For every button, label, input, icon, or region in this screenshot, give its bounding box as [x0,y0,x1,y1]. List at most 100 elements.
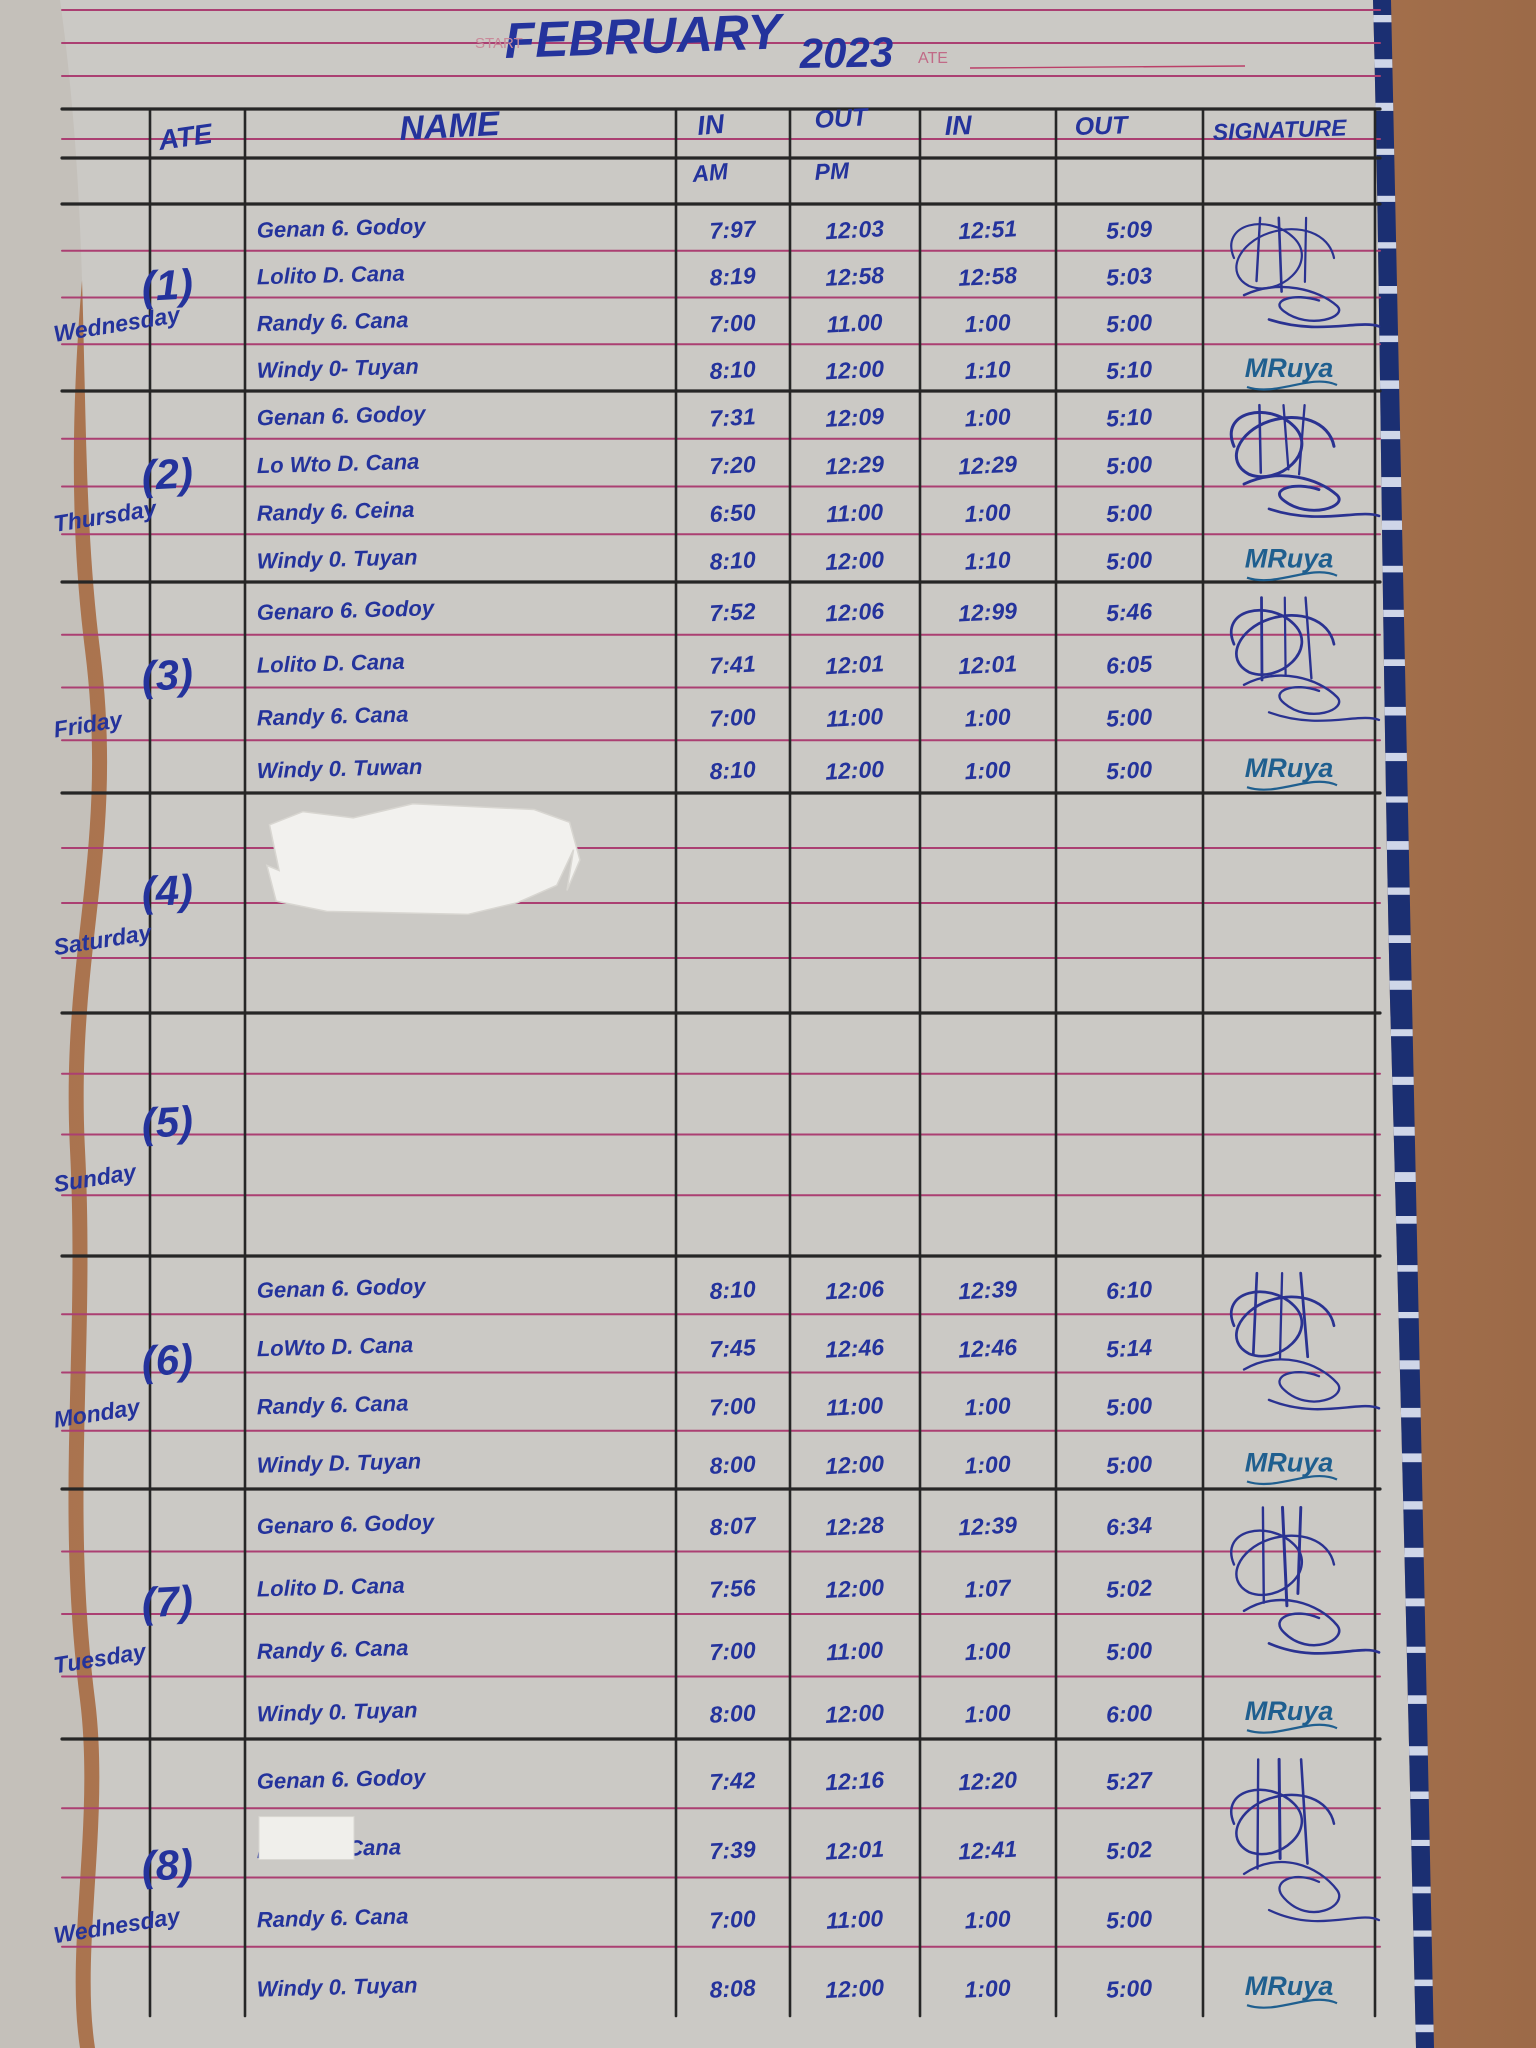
svg-text:7:45: 7:45 [709,1334,758,1362]
svg-text:1:00: 1:00 [964,1699,1012,1727]
svg-text:MRuya: MRuya [1245,544,1334,574]
svg-text:5:00: 5:00 [1105,309,1153,337]
svg-text:5:46: 5:46 [1105,598,1153,626]
svg-text:6:00: 6:00 [1105,1699,1153,1727]
svg-text:7:20: 7:20 [709,451,757,479]
svg-text:5:00: 5:00 [1105,451,1153,479]
svg-text:5:02: 5:02 [1105,1836,1153,1864]
svg-text:FEBRUARY: FEBRUARY [503,3,786,69]
svg-text:12:29: 12:29 [958,451,1018,480]
svg-text:12:00: 12:00 [825,756,885,785]
svg-text:7:00: 7:00 [709,1392,757,1420]
svg-text:5:00: 5:00 [1105,1451,1153,1479]
svg-text:Lolito D. Cana: Lolito D. Cana [256,649,404,678]
svg-text:12:03: 12:03 [825,215,885,244]
svg-text:8:00: 8:00 [709,1451,757,1479]
svg-text:Genan 6. Godoy: Genan 6. Godoy [256,1764,427,1793]
svg-text:NAME: NAME [398,105,501,148]
svg-text:Windy 0. Tuyan: Windy 0. Tuyan [256,544,417,573]
svg-text:5:00: 5:00 [1105,499,1153,527]
svg-text:5:02: 5:02 [1105,1574,1153,1602]
svg-text:START: START [475,35,523,52]
svg-text:Windy 0. Tuyan: Windy 0. Tuyan [256,1972,417,2001]
svg-text:8:00: 8:00 [709,1699,757,1727]
svg-text:7:97: 7:97 [709,215,758,243]
svg-text:PM: PM [814,157,851,185]
svg-text:(7): (7) [140,1577,194,1627]
svg-text:5:10: 5:10 [1105,403,1153,431]
svg-text:Genaro 6. Godoy: Genaro 6. Godoy [256,1509,436,1539]
svg-text:12:41: 12:41 [958,1836,1018,1865]
svg-text:12:00: 12:00 [825,1974,885,2003]
svg-text:12:51: 12:51 [958,215,1018,244]
svg-text:1:10: 1:10 [964,356,1012,384]
svg-text:ATE: ATE [918,50,948,67]
svg-text:OUT: OUT [814,103,871,134]
svg-text:8:10: 8:10 [709,756,757,784]
svg-text:Windy 0. Tuwan: Windy 0. Tuwan [256,754,422,783]
svg-text:6:34: 6:34 [1105,1512,1153,1540]
svg-text:7:00: 7:00 [709,703,757,731]
svg-text:1:00: 1:00 [964,1637,1012,1665]
svg-text:6:05: 6:05 [1105,650,1154,678]
svg-text:1:10: 1:10 [964,546,1012,574]
svg-text:MRuya: MRuya [1245,1696,1334,1726]
svg-text:11:00: 11:00 [825,1905,884,1934]
svg-text:MRuya: MRuya [1245,753,1334,783]
svg-text:12:00: 12:00 [825,546,885,575]
svg-text:5:00: 5:00 [1105,703,1153,731]
svg-text:(3): (3) [140,650,194,700]
svg-text:(5): (5) [140,1097,194,1147]
svg-text:12:01: 12:01 [825,1836,885,1865]
svg-text:7:52: 7:52 [709,598,757,626]
svg-text:12:06: 12:06 [825,597,885,626]
svg-text:5:00: 5:00 [1105,546,1153,574]
svg-text:Windy 0- Tuyan: Windy 0- Tuyan [256,354,419,383]
svg-text:Lolito D. Cana: Lolito D. Cana [256,1573,404,1602]
svg-text:MRuya: MRuya [1245,1971,1334,2001]
svg-text:8:19: 8:19 [709,262,757,290]
svg-text:IN: IN [696,109,726,141]
svg-text:5:00: 5:00 [1105,1974,1153,2002]
svg-text:Genan 6. Godoy: Genan 6. Godoy [256,401,427,430]
svg-text:7:41: 7:41 [709,651,756,679]
svg-text:5:27: 5:27 [1105,1767,1154,1795]
svg-text:12:20: 12:20 [958,1766,1018,1795]
svg-text:12:09: 12:09 [825,403,885,432]
svg-text:12:99: 12:99 [958,597,1018,626]
svg-text:1:00: 1:00 [964,1451,1012,1479]
svg-text:(6): (6) [140,1335,194,1385]
svg-text:1:00: 1:00 [964,1905,1012,1933]
svg-text:7:56: 7:56 [709,1574,757,1602]
svg-text:7:31: 7:31 [709,403,756,431]
svg-text:12:00: 12:00 [825,1450,885,1479]
svg-text:5:14: 5:14 [1105,1334,1153,1362]
svg-text:1:00: 1:00 [964,309,1012,337]
svg-text:11.00: 11.00 [826,309,883,338]
svg-text:5:00: 5:00 [1105,1392,1153,1420]
svg-text:Randy 6. Cana: Randy 6. Cana [256,1635,408,1664]
svg-text:5:03: 5:03 [1105,262,1153,290]
svg-text:12:06: 12:06 [825,1275,885,1304]
svg-text:Windy 0. Tuyan: Windy 0. Tuyan [256,1697,417,1726]
svg-text:12:00: 12:00 [825,1699,885,1728]
svg-text:8:08: 8:08 [709,1974,757,2002]
svg-text:8:10: 8:10 [709,1276,757,1304]
svg-text:12:58: 12:58 [825,262,885,291]
svg-text:MRuya: MRuya [1245,1448,1334,1478]
svg-text:5:00: 5:00 [1105,1637,1153,1665]
svg-text:Randy 6. Cana: Randy 6. Cana [256,702,408,731]
svg-text:6:50: 6:50 [709,499,757,527]
svg-text:Genaro 6. Godoy: Genaro 6. Godoy [256,595,436,625]
svg-text:1:00: 1:00 [964,499,1012,527]
svg-text:OUT: OUT [1074,111,1130,141]
svg-text:12:58: 12:58 [958,262,1018,291]
svg-text:12:39: 12:39 [958,1275,1018,1304]
svg-text:2023: 2023 [798,28,893,77]
svg-text:LoWto D. Cana: LoWto D. Cana [256,1332,413,1361]
svg-text:Randy 6. Cana: Randy 6. Cana [256,307,408,336]
svg-text:1:07: 1:07 [964,1574,1013,1602]
svg-text:Windy D. Tuyan: Windy D. Tuyan [256,1448,421,1477]
svg-text:Randy 6. Cana: Randy 6. Cana [256,1903,408,1932]
svg-text:12:29: 12:29 [825,451,885,480]
